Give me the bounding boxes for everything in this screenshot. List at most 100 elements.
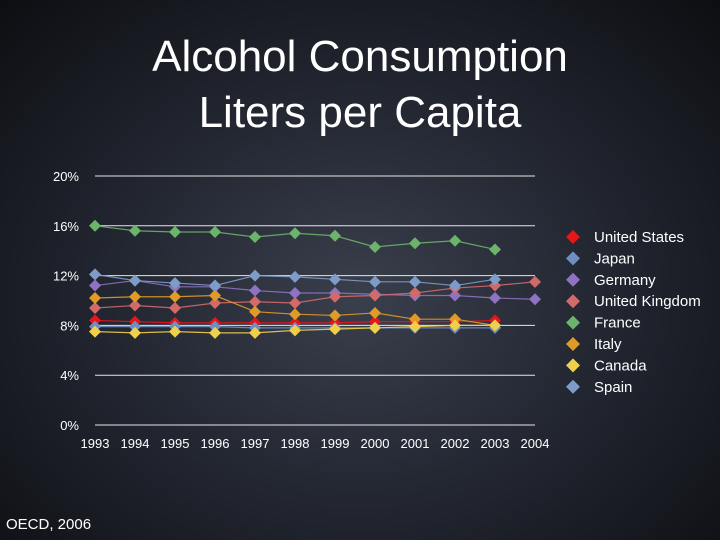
data-point: [289, 308, 301, 321]
legend-item: United States: [566, 229, 684, 246]
legend-marker: [566, 315, 580, 330]
data-point: [209, 279, 221, 292]
data-point: [249, 305, 261, 318]
series-italy: [89, 289, 501, 332]
data-point: [169, 301, 181, 314]
source-caption: OECD, 2006: [6, 516, 92, 533]
x-tick-label: 1993: [81, 436, 110, 451]
legend-marker: [566, 230, 580, 244]
series-line: [94, 279, 536, 300]
data-point: [169, 325, 181, 338]
legend-marker: [566, 272, 580, 287]
chart-subtitle: Liters per Capita: [198, 88, 522, 137]
data-point: [449, 313, 461, 326]
x-tick-label: 1994: [121, 436, 150, 451]
data-point: [169, 226, 181, 239]
data-point: [129, 326, 141, 339]
x-tick-label: 2001: [401, 436, 430, 451]
legend-item: Canada: [566, 357, 647, 374]
legend-label: France: [594, 315, 641, 332]
x-tick-label: 1997: [241, 436, 270, 451]
data-point: [489, 319, 501, 332]
series-line: [94, 281, 536, 309]
x-tick-label: 2004: [521, 436, 550, 451]
x-tick-label: 1995: [161, 436, 190, 451]
x-tick-label: 1999: [321, 436, 350, 451]
x-tick-label: 2000: [361, 436, 390, 451]
legend-label: Japan: [594, 250, 635, 267]
legend-label: Italy: [594, 336, 622, 353]
data-point: [449, 319, 461, 332]
legend-item: Italy: [566, 336, 622, 353]
data-point: [249, 284, 261, 297]
y-tick-label: 4%: [60, 368, 79, 383]
legend-marker: [566, 379, 580, 394]
data-point: [409, 313, 421, 326]
data-point: [289, 324, 301, 337]
data-point: [209, 326, 221, 339]
legend-label: United Kingdom: [594, 293, 701, 310]
legend: United States Japan Germany United Kingdom F…: [566, 229, 701, 396]
legend-item: Japan: [566, 250, 635, 267]
data-point: [129, 320, 141, 333]
data-point: [169, 277, 181, 290]
data-point: [369, 289, 381, 302]
data-point: [329, 273, 341, 286]
x-axis: 1993 1994 1995 1996 1997 1998 1999 2000 2001 2002…: [81, 436, 550, 451]
legend-item: France: [566, 315, 641, 332]
data-point: [249, 295, 261, 308]
legend-label: United States: [594, 229, 684, 246]
y-tick-label: 16%: [53, 219, 79, 234]
data-point: [489, 273, 501, 286]
data-point: [409, 275, 421, 288]
data-point: [129, 274, 141, 287]
data-point: [329, 229, 341, 242]
data-point: [209, 320, 221, 333]
data-point: [369, 275, 381, 288]
data-point: [449, 279, 461, 292]
legend-marker: [566, 294, 580, 309]
data-point: [89, 219, 101, 232]
legend-marker: [566, 358, 580, 373]
data-point: [489, 292, 501, 305]
data-point: [129, 224, 141, 237]
data-point: [489, 279, 501, 292]
legend-item: Spain: [566, 379, 632, 396]
data-point: [489, 243, 501, 256]
data-point: [129, 299, 141, 312]
legend-item: Germany: [566, 272, 656, 289]
data-point: [89, 314, 101, 327]
data-point: [529, 275, 541, 288]
x-tick-label: 2002: [441, 436, 470, 451]
data-point: [329, 309, 341, 322]
data-point: [369, 306, 381, 319]
data-point: [369, 240, 381, 253]
data-point: [409, 287, 421, 300]
data-point: [369, 321, 381, 334]
data-point: [329, 290, 341, 303]
series-group: [89, 219, 541, 339]
series-spain: [89, 268, 501, 292]
y-tick-label: 0%: [60, 418, 79, 433]
series-canada: [89, 319, 501, 339]
y-tick-label: 20%: [53, 169, 79, 184]
data-point: [289, 270, 301, 283]
legend-label: Germany: [594, 272, 656, 289]
data-point: [329, 323, 341, 336]
series-united-kingdom: [89, 275, 541, 314]
data-point: [89, 325, 101, 338]
legend-label: Canada: [594, 357, 647, 374]
gridlines: [95, 175, 535, 426]
y-tick-label: 8%: [60, 318, 79, 333]
data-point: [289, 296, 301, 309]
x-tick-label: 1996: [201, 436, 230, 451]
x-tick-label: 2003: [481, 436, 510, 451]
data-point: [89, 268, 101, 281]
data-point: [249, 326, 261, 339]
y-axis: 0% 4% 8% 12% 16% 20%: [53, 169, 79, 433]
y-tick-label: 12%: [53, 269, 79, 284]
data-point: [449, 289, 461, 302]
data-point: [529, 293, 541, 306]
data-point: [409, 320, 421, 333]
